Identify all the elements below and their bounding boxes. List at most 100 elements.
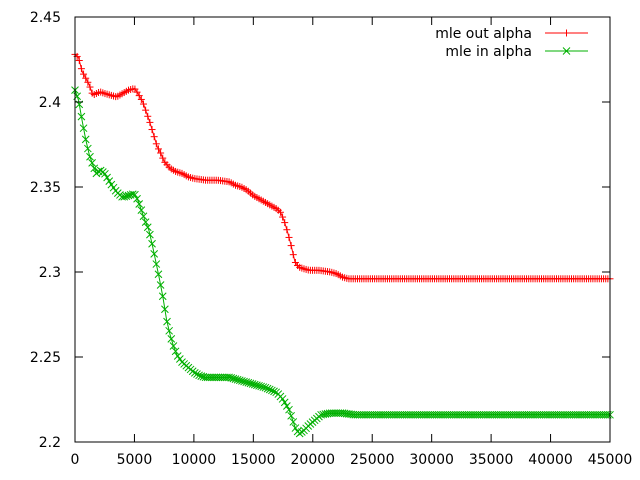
data-point <box>195 371 203 380</box>
x-tick-label: 40000 <box>528 452 573 468</box>
data-point <box>283 226 291 234</box>
x-tick-label: 20000 <box>291 452 336 468</box>
data-point <box>287 242 295 250</box>
data-point <box>139 212 148 221</box>
data-point <box>86 83 94 91</box>
x-tick-label: 25000 <box>350 452 395 468</box>
data-point <box>156 281 165 289</box>
data-point <box>131 190 139 199</box>
data-point <box>77 65 85 73</box>
data-point <box>261 383 270 392</box>
data-point <box>263 384 272 393</box>
data-point <box>159 154 167 162</box>
data-point <box>101 169 109 178</box>
x-tick-label: 5000 <box>117 452 153 468</box>
y-tick-label: 2.4 <box>39 95 61 111</box>
data-point <box>167 335 176 343</box>
data-point <box>144 112 152 120</box>
data-point <box>281 219 289 227</box>
series-mle-out-alpha <box>71 50 614 283</box>
data-point <box>257 382 266 391</box>
data-point <box>146 230 154 239</box>
data-point <box>150 133 158 141</box>
data-point <box>279 213 287 221</box>
data-point <box>158 292 167 301</box>
data-point <box>150 250 159 258</box>
data-point <box>148 126 156 134</box>
data-point <box>146 118 154 126</box>
data-point <box>79 124 88 133</box>
legend-label: mle out alpha <box>435 26 532 42</box>
data-point <box>280 398 289 407</box>
x-tick-label: 45000 <box>588 452 633 468</box>
data-point <box>152 260 161 268</box>
data-point <box>88 159 96 167</box>
data-point <box>193 370 201 378</box>
y-tick-label: 2.35 <box>30 180 61 196</box>
data-point <box>77 112 86 121</box>
data-point <box>157 149 165 157</box>
y-tick-label: 2.2 <box>39 435 61 451</box>
data-point <box>122 192 131 200</box>
data-point <box>268 386 276 395</box>
x-tick-label: 30000 <box>409 452 454 468</box>
data-point <box>169 342 178 350</box>
data-point <box>289 418 298 426</box>
data-point <box>244 378 253 387</box>
data-point <box>229 374 238 383</box>
data-point <box>124 191 133 200</box>
series-layer <box>71 50 614 438</box>
data-point <box>253 381 261 390</box>
data-point <box>135 92 143 100</box>
x-tick-label: 0 <box>71 452 80 468</box>
data-point <box>81 135 90 144</box>
data-point <box>139 100 147 108</box>
data-point <box>82 74 90 82</box>
data-point <box>135 200 144 208</box>
data-point <box>90 164 99 173</box>
data-point <box>142 106 150 114</box>
data-point <box>287 411 295 420</box>
data-point <box>143 223 152 232</box>
x-tick-label: 15000 <box>231 452 276 468</box>
data-point <box>231 375 240 383</box>
data-point <box>227 374 236 382</box>
data-point <box>133 194 141 203</box>
data-point <box>289 251 297 259</box>
data-point <box>141 218 150 226</box>
data-point <box>86 152 94 161</box>
legend-marker <box>562 47 571 55</box>
data-point <box>255 381 263 390</box>
data-point <box>276 208 284 216</box>
x-tick-label: 35000 <box>469 452 514 468</box>
data-point <box>190 368 199 377</box>
data-point <box>154 145 162 153</box>
legend: mle out alpha mle in alpha <box>435 26 588 60</box>
data-point <box>154 270 163 279</box>
data-point <box>248 380 257 388</box>
plot-frame <box>74 16 611 443</box>
data-point <box>242 378 251 387</box>
data-point <box>83 144 92 153</box>
data-point <box>283 402 291 410</box>
data-point <box>137 206 146 214</box>
y-tick-label: 2.45 <box>30 10 61 26</box>
data-point <box>120 192 129 201</box>
data-point <box>165 326 174 335</box>
data-point <box>148 239 156 248</box>
data-point <box>161 305 169 314</box>
data-point <box>75 57 83 65</box>
data-point <box>137 95 145 103</box>
data-point <box>235 376 244 385</box>
data-point <box>197 372 206 380</box>
data-point <box>240 377 248 386</box>
data-point <box>152 140 160 148</box>
data-point <box>250 380 259 389</box>
data-point <box>103 173 111 182</box>
data-point <box>171 347 180 356</box>
data-point <box>278 395 287 403</box>
data-point <box>163 317 171 326</box>
data-point <box>285 405 293 414</box>
y-tick-label: 2.3 <box>39 265 61 281</box>
